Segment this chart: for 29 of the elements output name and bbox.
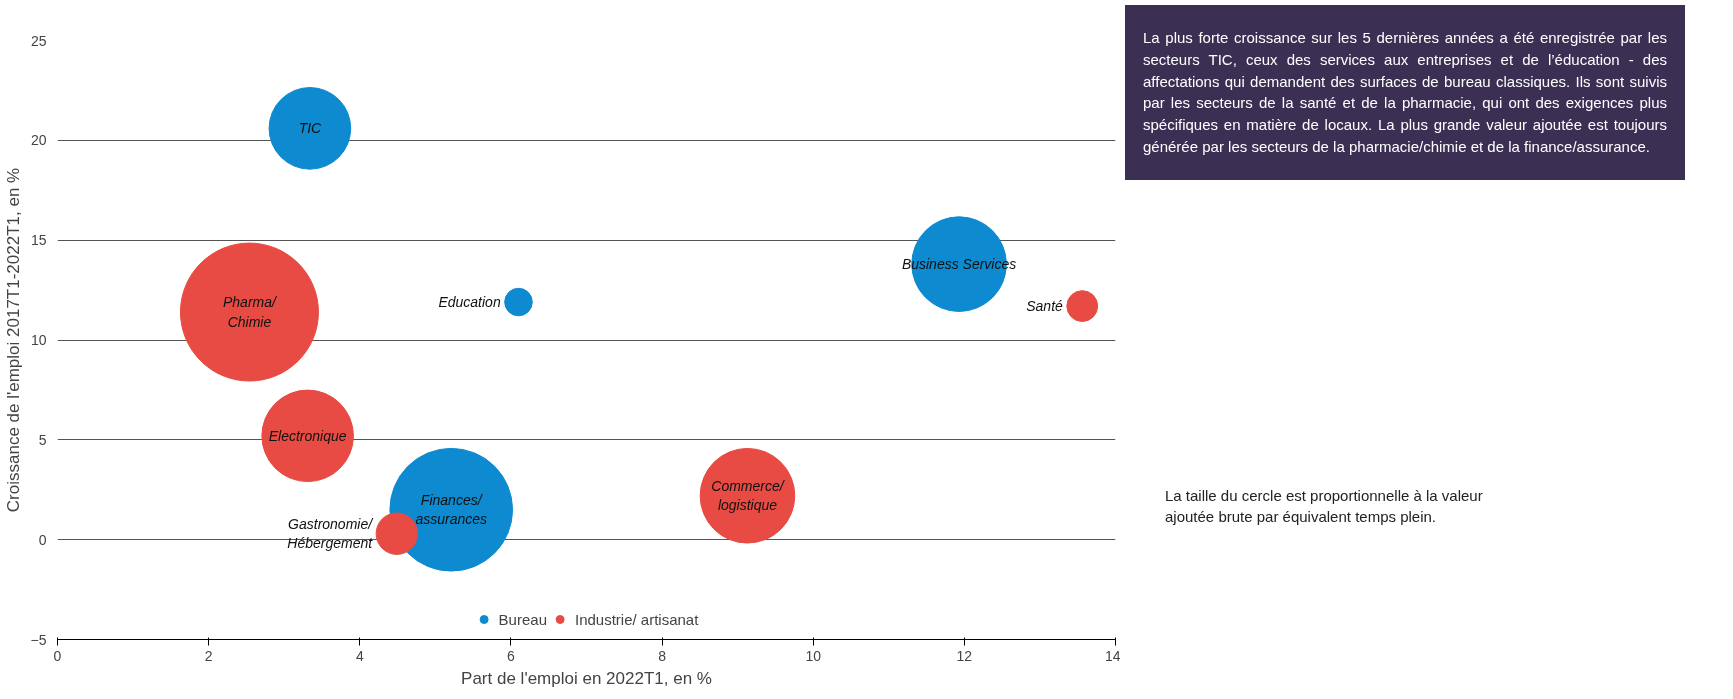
x-axis-title: Part de l'emploi en 2022T1, en % (461, 668, 712, 688)
y-axis-title: Croissance de l'emploi 2017T1-2022T1, en % (3, 167, 23, 513)
annotation: Commerce/ logistique (711, 478, 786, 514)
annotation: Pharma/ Chimie (223, 294, 279, 330)
x-tick-label: 8 (658, 647, 667, 664)
y-tick-label: −5 (30, 631, 47, 648)
text: La plus forte croissance sur les 5 dernières années a été enregistrée par les secteurs TIC, ceux des services aux entreprises et de l’éducation - des affectations qui demandent des surfaces de bureau classiques. Ils sont suivis par les secteurs de la santé et de la pharmacie, qui ont des exigences plus spécifiques en matière de locaux. La plus grande valeur ajoutée est toujours générée par les secteurs de la pharmacie/chimie et de la finance/assurance. (1125, 5, 1685, 180)
text: La taille du cercle est proportionnelle à la valeur ajoutée brute par équivalent temps plein. (1165, 486, 1484, 527)
y-tick-label: 5 (38, 431, 47, 448)
y-tick-label: 25 (30, 32, 47, 49)
x-tick-label: 12 (956, 647, 973, 664)
legend-label: Industrie/ artisanat (574, 610, 699, 628)
annotation: Education (438, 294, 501, 311)
x-tick-label: 14 (1104, 647, 1121, 664)
annotation: Santé (1026, 298, 1064, 315)
annotation: Finances/ assurances (415, 492, 488, 528)
x-tick-label: 4 (355, 647, 364, 664)
legend-label: Bureau (498, 610, 547, 628)
y-tick-label: 20 (30, 132, 47, 149)
annotation: Electronique (268, 427, 347, 444)
x-tick-label: 10 (805, 647, 822, 664)
x-tick-label: 6 (507, 647, 516, 664)
y-tick-label: 0 (38, 531, 47, 548)
y-tick-label: 15 (30, 232, 47, 249)
x-tick-label: 2 (204, 647, 213, 664)
annotation: TIC (298, 120, 323, 137)
annotation: Gastronomie/ Hébergement (287, 516, 375, 552)
x-tick-label: 0 (53, 647, 62, 664)
y-tick-label: 10 (30, 332, 47, 348)
